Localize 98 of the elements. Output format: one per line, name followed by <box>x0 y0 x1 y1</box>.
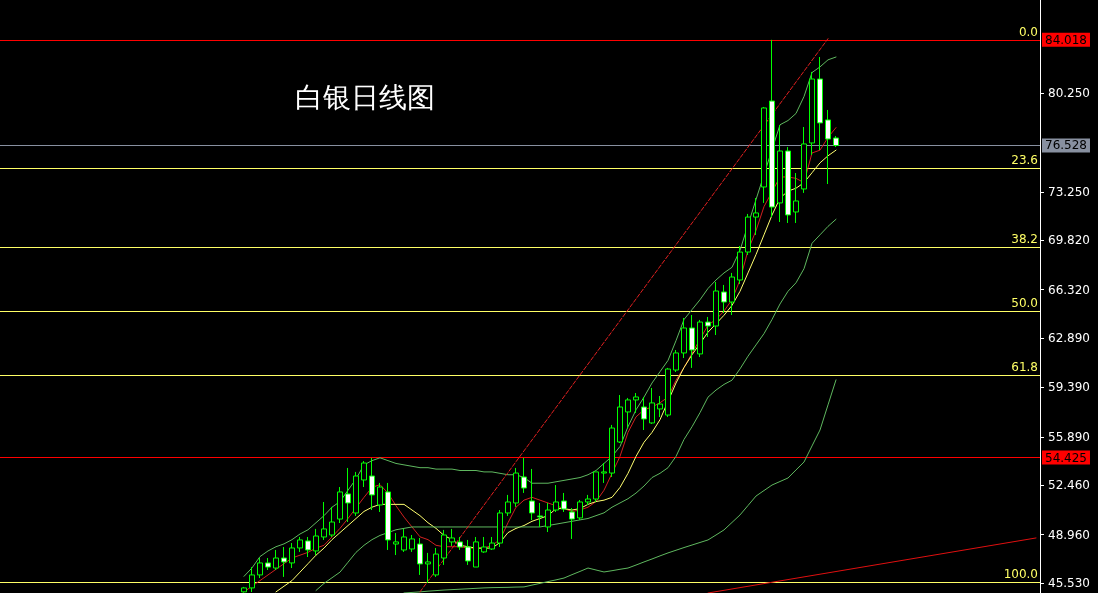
candlestick <box>281 546 287 578</box>
candlestick <box>617 394 623 444</box>
candlestick <box>825 109 831 185</box>
candlestick <box>497 509 503 548</box>
y-tick-label: 69.820 <box>1048 233 1090 248</box>
candlestick <box>465 539 471 566</box>
candlestick <box>361 460 367 488</box>
candlestick <box>593 471 599 503</box>
candlestick <box>641 396 647 431</box>
candlestick <box>249 566 255 593</box>
candlestick <box>625 397 631 429</box>
annotation: 38.2 <box>1011 231 1038 246</box>
candlestick <box>729 272 735 316</box>
candlestick <box>817 56 823 151</box>
candlestick <box>577 499 583 521</box>
candlestick <box>457 536 463 551</box>
candlestick <box>305 536 311 558</box>
y-tick-label: 73.250 <box>1048 184 1090 199</box>
annotation: 0.0 <box>1018 24 1038 39</box>
candlestick <box>353 471 359 517</box>
candlestick <box>377 482 383 513</box>
ref-line-label: 54.425 <box>1045 450 1087 465</box>
y-tick-label: 52.460 <box>1048 478 1090 493</box>
candlestick <box>385 482 391 551</box>
candlestick <box>529 468 535 521</box>
candlestick <box>489 536 495 551</box>
y-tick-label: 66.320 <box>1048 282 1090 297</box>
candlestick <box>337 486 343 524</box>
candlestick <box>569 507 575 540</box>
y-tick-label: 80.250 <box>1048 86 1090 100</box>
candlestick <box>393 532 399 556</box>
candlestick <box>473 536 479 568</box>
candlestick <box>769 39 775 218</box>
candlestick <box>777 124 783 223</box>
candlestick <box>289 542 295 569</box>
y-tick-label: 62.890 <box>1048 330 1090 345</box>
candlestick <box>521 457 527 494</box>
ref-line-label: 84.018 <box>1045 32 1087 47</box>
candlestick <box>561 492 567 513</box>
candlestick <box>553 484 559 513</box>
candlestick <box>601 462 607 484</box>
y-tick-label: 48.960 <box>1048 527 1090 542</box>
candlestick <box>657 395 663 418</box>
candlestick <box>369 457 375 511</box>
candlestick <box>673 349 679 373</box>
line-series <box>243 56 837 577</box>
candlestick <box>433 547 439 578</box>
annotation: 23.6 <box>1011 152 1038 167</box>
candlestick <box>689 314 695 369</box>
candlestick <box>585 494 591 506</box>
candlestick <box>745 213 751 256</box>
candlestick <box>737 245 743 285</box>
candlestick <box>297 536 303 553</box>
candlestick <box>753 197 759 236</box>
candlestick <box>801 126 807 194</box>
candlestick <box>665 367 671 418</box>
candlestick <box>481 536 487 554</box>
candlestick <box>449 528 455 547</box>
candlestick <box>681 317 687 359</box>
annotation: 50.0 <box>1011 295 1038 310</box>
candlestick <box>609 424 615 478</box>
candlestick <box>833 135 839 148</box>
candlestick <box>713 281 719 336</box>
candlestick <box>313 528 319 556</box>
candlestick <box>513 467 519 508</box>
candlestick <box>273 549 279 571</box>
candlestick <box>705 316 711 338</box>
candlestick <box>409 534 415 553</box>
line-series <box>315 218 837 591</box>
candlestick <box>545 502 551 533</box>
candlestick <box>649 387 655 425</box>
candlestick <box>505 494 511 517</box>
candlestick <box>417 537 423 576</box>
candlestick <box>809 71 815 156</box>
candlestick <box>793 172 799 224</box>
annotation: 100.0 <box>1003 566 1038 581</box>
candlestick <box>329 506 335 538</box>
candlestick <box>697 319 703 358</box>
y-tick-label: 45.530 <box>1048 575 1090 590</box>
candlestick <box>321 501 327 541</box>
text: 白银日线图 <box>295 80 435 114</box>
candlestick <box>425 552 431 584</box>
candlestick <box>721 284 727 314</box>
candlestick <box>441 529 447 566</box>
candlestick <box>537 502 543 528</box>
y-tick-label: 55.890 <box>1048 429 1090 444</box>
y-tick-label: 59.390 <box>1048 380 1090 395</box>
candlestick <box>265 557 271 571</box>
candlestick <box>785 146 791 224</box>
candlestick <box>241 586 247 593</box>
ref-line-label: 76.528 <box>1045 138 1087 153</box>
annotation: 61.8 <box>1011 359 1038 374</box>
candlestick <box>345 467 351 523</box>
candlestick <box>401 528 407 553</box>
candlestick <box>761 106 767 204</box>
candlestick <box>257 557 263 579</box>
candlestick <box>633 392 639 414</box>
line-series <box>403 379 837 593</box>
